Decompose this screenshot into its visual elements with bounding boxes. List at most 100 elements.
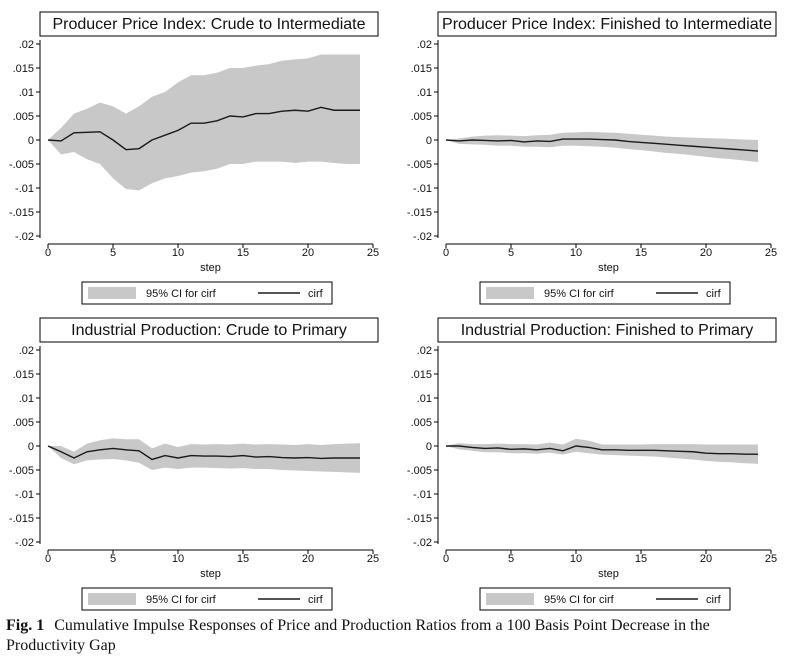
y-tick-label: .01 <box>19 393 34 405</box>
x-tick-label: 25 <box>765 553 777 565</box>
y-tick-label: -.015 <box>407 207 432 219</box>
y-tick-label: .02 <box>19 39 34 51</box>
ci-band-95 <box>446 438 758 464</box>
x-axis-label: step <box>598 568 619 580</box>
y-tick-label: -.015 <box>9 207 34 219</box>
legend-ci-swatch <box>88 593 136 605</box>
y-tick-label: .01 <box>19 87 34 99</box>
x-tick-label: 15 <box>237 553 249 565</box>
legend-box <box>81 587 333 611</box>
legend-cirf-label: cirf <box>706 594 722 606</box>
x-tick-label: 15 <box>635 553 647 565</box>
y-tick-label: .005 <box>13 111 34 123</box>
impulse-response-figure: Producer Price Index: Crude to Intermedi… <box>9 11 777 611</box>
y-tick-label: -.01 <box>413 489 432 501</box>
y-tick-label: .02 <box>417 39 432 51</box>
caption-label: Fig. 1 <box>6 617 45 634</box>
x-tick-label: 10 <box>172 247 184 259</box>
y-tick-label: -.01 <box>15 183 34 195</box>
chart-panel-1: Producer Price Index: Crude to Intermedi… <box>9 11 379 305</box>
legend-ci-swatch <box>88 287 136 299</box>
ci-band-95 <box>446 131 758 163</box>
y-tick-label: .015 <box>13 63 34 75</box>
x-tick-label: 5 <box>110 247 116 259</box>
x-tick-label: 0 <box>45 247 51 259</box>
y-tick-label: 0 <box>426 441 432 453</box>
chart-title: Industrial Production: Finished to Prima… <box>461 322 754 339</box>
x-tick-label: 15 <box>635 247 647 259</box>
x-axis-label: step <box>200 568 221 580</box>
x-tick-label: 10 <box>570 553 582 565</box>
legend-box <box>479 281 731 305</box>
cirf-line <box>445 138 759 152</box>
x-tick-label: 0 <box>443 247 449 259</box>
y-tick-label: -.02 <box>15 231 34 243</box>
legend-ci-label: 95% CI for cirf <box>146 594 217 606</box>
y-tick-label: .01 <box>417 393 432 405</box>
y-tick-label: .005 <box>411 111 432 123</box>
legend-cirf-label: cirf <box>308 594 324 606</box>
chart-title-box <box>437 317 777 343</box>
chart-title: Industrial Production: Crude to Primary <box>71 322 347 339</box>
y-tick-label: -.005 <box>9 465 34 477</box>
chart-panel-4: Industrial Production: Finished to Prima… <box>407 317 777 611</box>
y-tick-label: 0 <box>426 135 432 147</box>
y-tick-label: -.02 <box>15 537 34 549</box>
ci-band-95 <box>48 54 360 191</box>
y-tick-label: 0 <box>28 135 34 147</box>
y-tick-label: .02 <box>417 345 432 357</box>
y-tick-label: -.015 <box>407 513 432 525</box>
cirf-line <box>47 445 360 461</box>
y-tick-label: -.01 <box>413 183 432 195</box>
x-tick-label: 20 <box>302 247 314 259</box>
x-tick-label: 25 <box>367 247 379 259</box>
caption-text: Cumulative Impulse Responses of Price an… <box>6 617 710 654</box>
y-tick-label: .015 <box>13 369 34 381</box>
legend-box <box>479 587 731 611</box>
chart-title-box <box>39 317 379 343</box>
legend-ci-label: 95% CI for cirf <box>544 288 615 300</box>
y-tick-label: .01 <box>417 87 432 99</box>
x-tick-label: 25 <box>367 553 379 565</box>
x-axis-label: step <box>598 262 619 274</box>
legend-cirf-label: cirf <box>706 288 722 300</box>
legend-ci-label: 95% CI for cirf <box>146 288 217 300</box>
y-tick-label: -.015 <box>9 513 34 525</box>
x-tick-label: 20 <box>700 247 712 259</box>
chart-title: Producer Price Index: Finished to Interm… <box>442 16 772 33</box>
y-tick-label: .005 <box>411 417 432 429</box>
x-tick-label: 5 <box>508 553 514 565</box>
x-tick-label: 5 <box>110 553 116 565</box>
chart-title-box <box>39 11 379 37</box>
y-tick-label: -.005 <box>407 465 432 477</box>
y-tick-label: -.005 <box>9 159 34 171</box>
y-tick-label: -.01 <box>15 489 34 501</box>
legend-ci-swatch <box>486 593 534 605</box>
chart-panel-3: Industrial Production: Crude to Primary.… <box>9 317 379 611</box>
y-tick-label: .015 <box>411 369 432 381</box>
x-tick-label: 0 <box>443 553 449 565</box>
x-tick-label: 10 <box>172 553 184 565</box>
cirf-line <box>446 445 758 455</box>
x-tick-label: 0 <box>45 553 51 565</box>
legend-box <box>81 281 333 305</box>
x-axis-label: step <box>200 262 221 274</box>
y-tick-label: 0 <box>28 441 34 453</box>
x-tick-label: 25 <box>765 247 777 259</box>
legend-ci-label: 95% CI for cirf <box>544 594 615 606</box>
x-tick-label: 20 <box>700 553 712 565</box>
y-tick-label: -.005 <box>407 159 432 171</box>
legend-ci-swatch <box>486 287 534 299</box>
chart-panel-2: Producer Price Index: Finished to Interm… <box>407 11 777 305</box>
y-tick-label: .015 <box>411 63 432 75</box>
y-tick-label: .005 <box>13 417 34 429</box>
chart-title-box <box>437 11 777 37</box>
figure-caption: Fig. 1 Cumulative Impulse Responses of P… <box>6 616 786 656</box>
y-tick-label: -.02 <box>413 537 432 549</box>
cirf-line <box>47 106 360 151</box>
chart-title: Producer Price Index: Crude to Intermedi… <box>52 16 365 33</box>
x-tick-label: 5 <box>508 247 514 259</box>
y-tick-label: -.02 <box>413 231 432 243</box>
y-tick-label: .02 <box>19 345 34 357</box>
x-tick-label: 10 <box>570 247 582 259</box>
